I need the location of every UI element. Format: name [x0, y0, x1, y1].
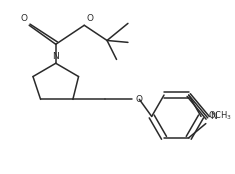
- Text: O: O: [136, 95, 143, 104]
- Text: OCH$_3$: OCH$_3$: [208, 109, 232, 122]
- Text: N: N: [52, 52, 59, 61]
- Text: N: N: [211, 112, 217, 121]
- Text: O: O: [86, 14, 93, 23]
- Text: O: O: [20, 14, 27, 23]
